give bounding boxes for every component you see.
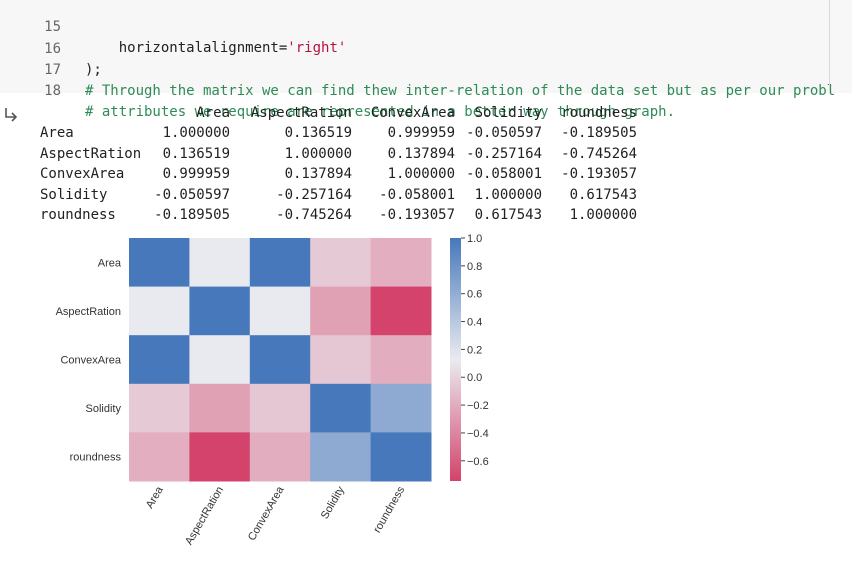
table-cell: -0.050597	[154, 187, 230, 203]
heatmap-cell	[370, 238, 432, 288]
heatmap-cell	[310, 286, 372, 336]
table-cell: 0.999959	[387, 125, 455, 141]
colorbar-tick-label: 0.4	[467, 317, 482, 329]
table-cell: -0.257164	[466, 146, 542, 162]
code-comment: # attributes we require are represented …	[85, 104, 676, 120]
table-cell: -0.745264	[561, 146, 637, 162]
colorbar-tick-label: 0.8	[467, 261, 482, 273]
heatmap-cell	[249, 335, 311, 385]
colorbar-tick-label: −0.4	[467, 428, 489, 440]
code-text: horizontalalignment='right'	[118, 40, 347, 56]
heatmap-cell	[129, 238, 190, 288]
table-cell: 1.000000	[474, 187, 542, 203]
heatmap-cell	[249, 432, 311, 482]
colorbar-tick-label: 1.0	[467, 233, 482, 245]
column-header: Solidity	[474, 105, 542, 121]
table-cell: -0.189505	[154, 207, 230, 223]
row-label: ConvexArea	[40, 166, 125, 182]
x-tick-label: ConvexArea	[246, 484, 287, 543]
colorbar	[450, 238, 461, 481]
code-line-17: 17 # Through the matrix we can find thew…	[0, 39, 852, 99]
row-label: AspectRation	[40, 146, 142, 162]
code-cell[interactable]: 15 horizontalalignment='right' 16 ); 17 …	[0, 0, 852, 120]
line-number: 17	[44, 62, 61, 78]
x-tick-label: Area	[144, 484, 166, 511]
column-header: Area	[196, 105, 230, 121]
table-cell: 0.617543	[474, 207, 542, 223]
line-number: 15	[44, 19, 61, 35]
x-tick-label: AspectRation	[183, 485, 226, 548]
y-tick-label: roundness	[70, 452, 122, 464]
table-cell: -0.050597	[466, 125, 542, 141]
x-tick-label: roundness	[371, 484, 407, 535]
y-tick-label: Solidity	[86, 403, 122, 415]
y-tick-label: AspectRation	[56, 306, 121, 318]
heatmap-cell	[129, 286, 190, 336]
table-cell: -0.257164	[276, 187, 352, 203]
table-cell: -0.745264	[276, 207, 352, 223]
colorbar-tick-label: 0.6	[467, 289, 482, 301]
table-cell: 0.617543	[569, 187, 637, 203]
heatmap-cell	[310, 432, 372, 482]
table-cell: 0.137894	[284, 166, 352, 182]
row-label: Area	[40, 125, 74, 141]
heatmap-cell	[370, 286, 432, 336]
y-tick-label: ConvexArea	[60, 355, 121, 367]
code-line-16: 16 );	[0, 18, 852, 78]
heatmap-cell	[129, 383, 190, 433]
x-tick-label: Solidity	[319, 484, 347, 521]
table-cell: -0.193057	[379, 207, 455, 223]
heatmap-cell	[189, 238, 251, 288]
table-cell: 0.136519	[162, 146, 230, 162]
heatmap-cell	[189, 286, 251, 336]
table-cell: -0.189505	[561, 125, 637, 141]
table-cell: -0.058001	[466, 166, 542, 182]
heatmap-cell	[129, 335, 190, 385]
heatmap-cell	[249, 383, 311, 433]
heatmap-cell	[310, 383, 372, 433]
output-arrow-icon[interactable]	[3, 107, 19, 123]
table-cell: 0.137894	[387, 146, 455, 162]
heatmap-cell	[370, 432, 432, 482]
heatmap-cell	[189, 432, 251, 482]
line-number: 16	[44, 41, 61, 57]
code-text: );	[85, 62, 102, 78]
column-header: AspectRation	[250, 105, 352, 121]
heatmap-cell	[189, 335, 251, 385]
y-tick-label: Area	[98, 257, 122, 269]
heatmap-cell	[249, 286, 311, 336]
column-header: roundness	[561, 105, 637, 121]
heatmap-cell	[249, 238, 311, 288]
heatmap-cell	[370, 335, 432, 385]
table-cell: -0.193057	[561, 166, 637, 182]
column-header: ConvexArea	[370, 105, 455, 121]
table-cell: 1.000000	[387, 166, 455, 182]
heatmap-cell	[310, 238, 372, 288]
table-cell: 0.999959	[162, 166, 230, 182]
heatmap-cell	[310, 335, 372, 385]
code-comment: # Through the matrix we can find thew in…	[85, 83, 836, 99]
code-line-15: 15 horizontalalignment='right'	[0, 0, 852, 56]
heatmap-cell	[189, 383, 251, 433]
row-label: Solidity	[40, 187, 108, 203]
table-cell: -0.058001	[379, 187, 455, 203]
code-line-18: 18 # attributes we require are represent…	[0, 60, 852, 120]
heatmap-cell	[370, 383, 432, 433]
line-number: 18	[44, 83, 61, 99]
colorbar-tick-label: −0.6	[467, 456, 489, 468]
editor-ruler	[829, 0, 830, 93]
colorbar-tick-label: 0.0	[467, 372, 482, 384]
heatmap-cell	[129, 432, 190, 482]
colorbar-tick-label: −0.2	[467, 400, 489, 412]
table-cell: 1.000000	[162, 125, 230, 141]
colorbar-tick-label: 0.2	[467, 344, 482, 356]
table-cell: 0.136519	[284, 125, 352, 141]
row-label: roundness	[40, 207, 116, 223]
table-cell: 1.000000	[569, 207, 637, 223]
table-cell: 1.000000	[284, 146, 352, 162]
